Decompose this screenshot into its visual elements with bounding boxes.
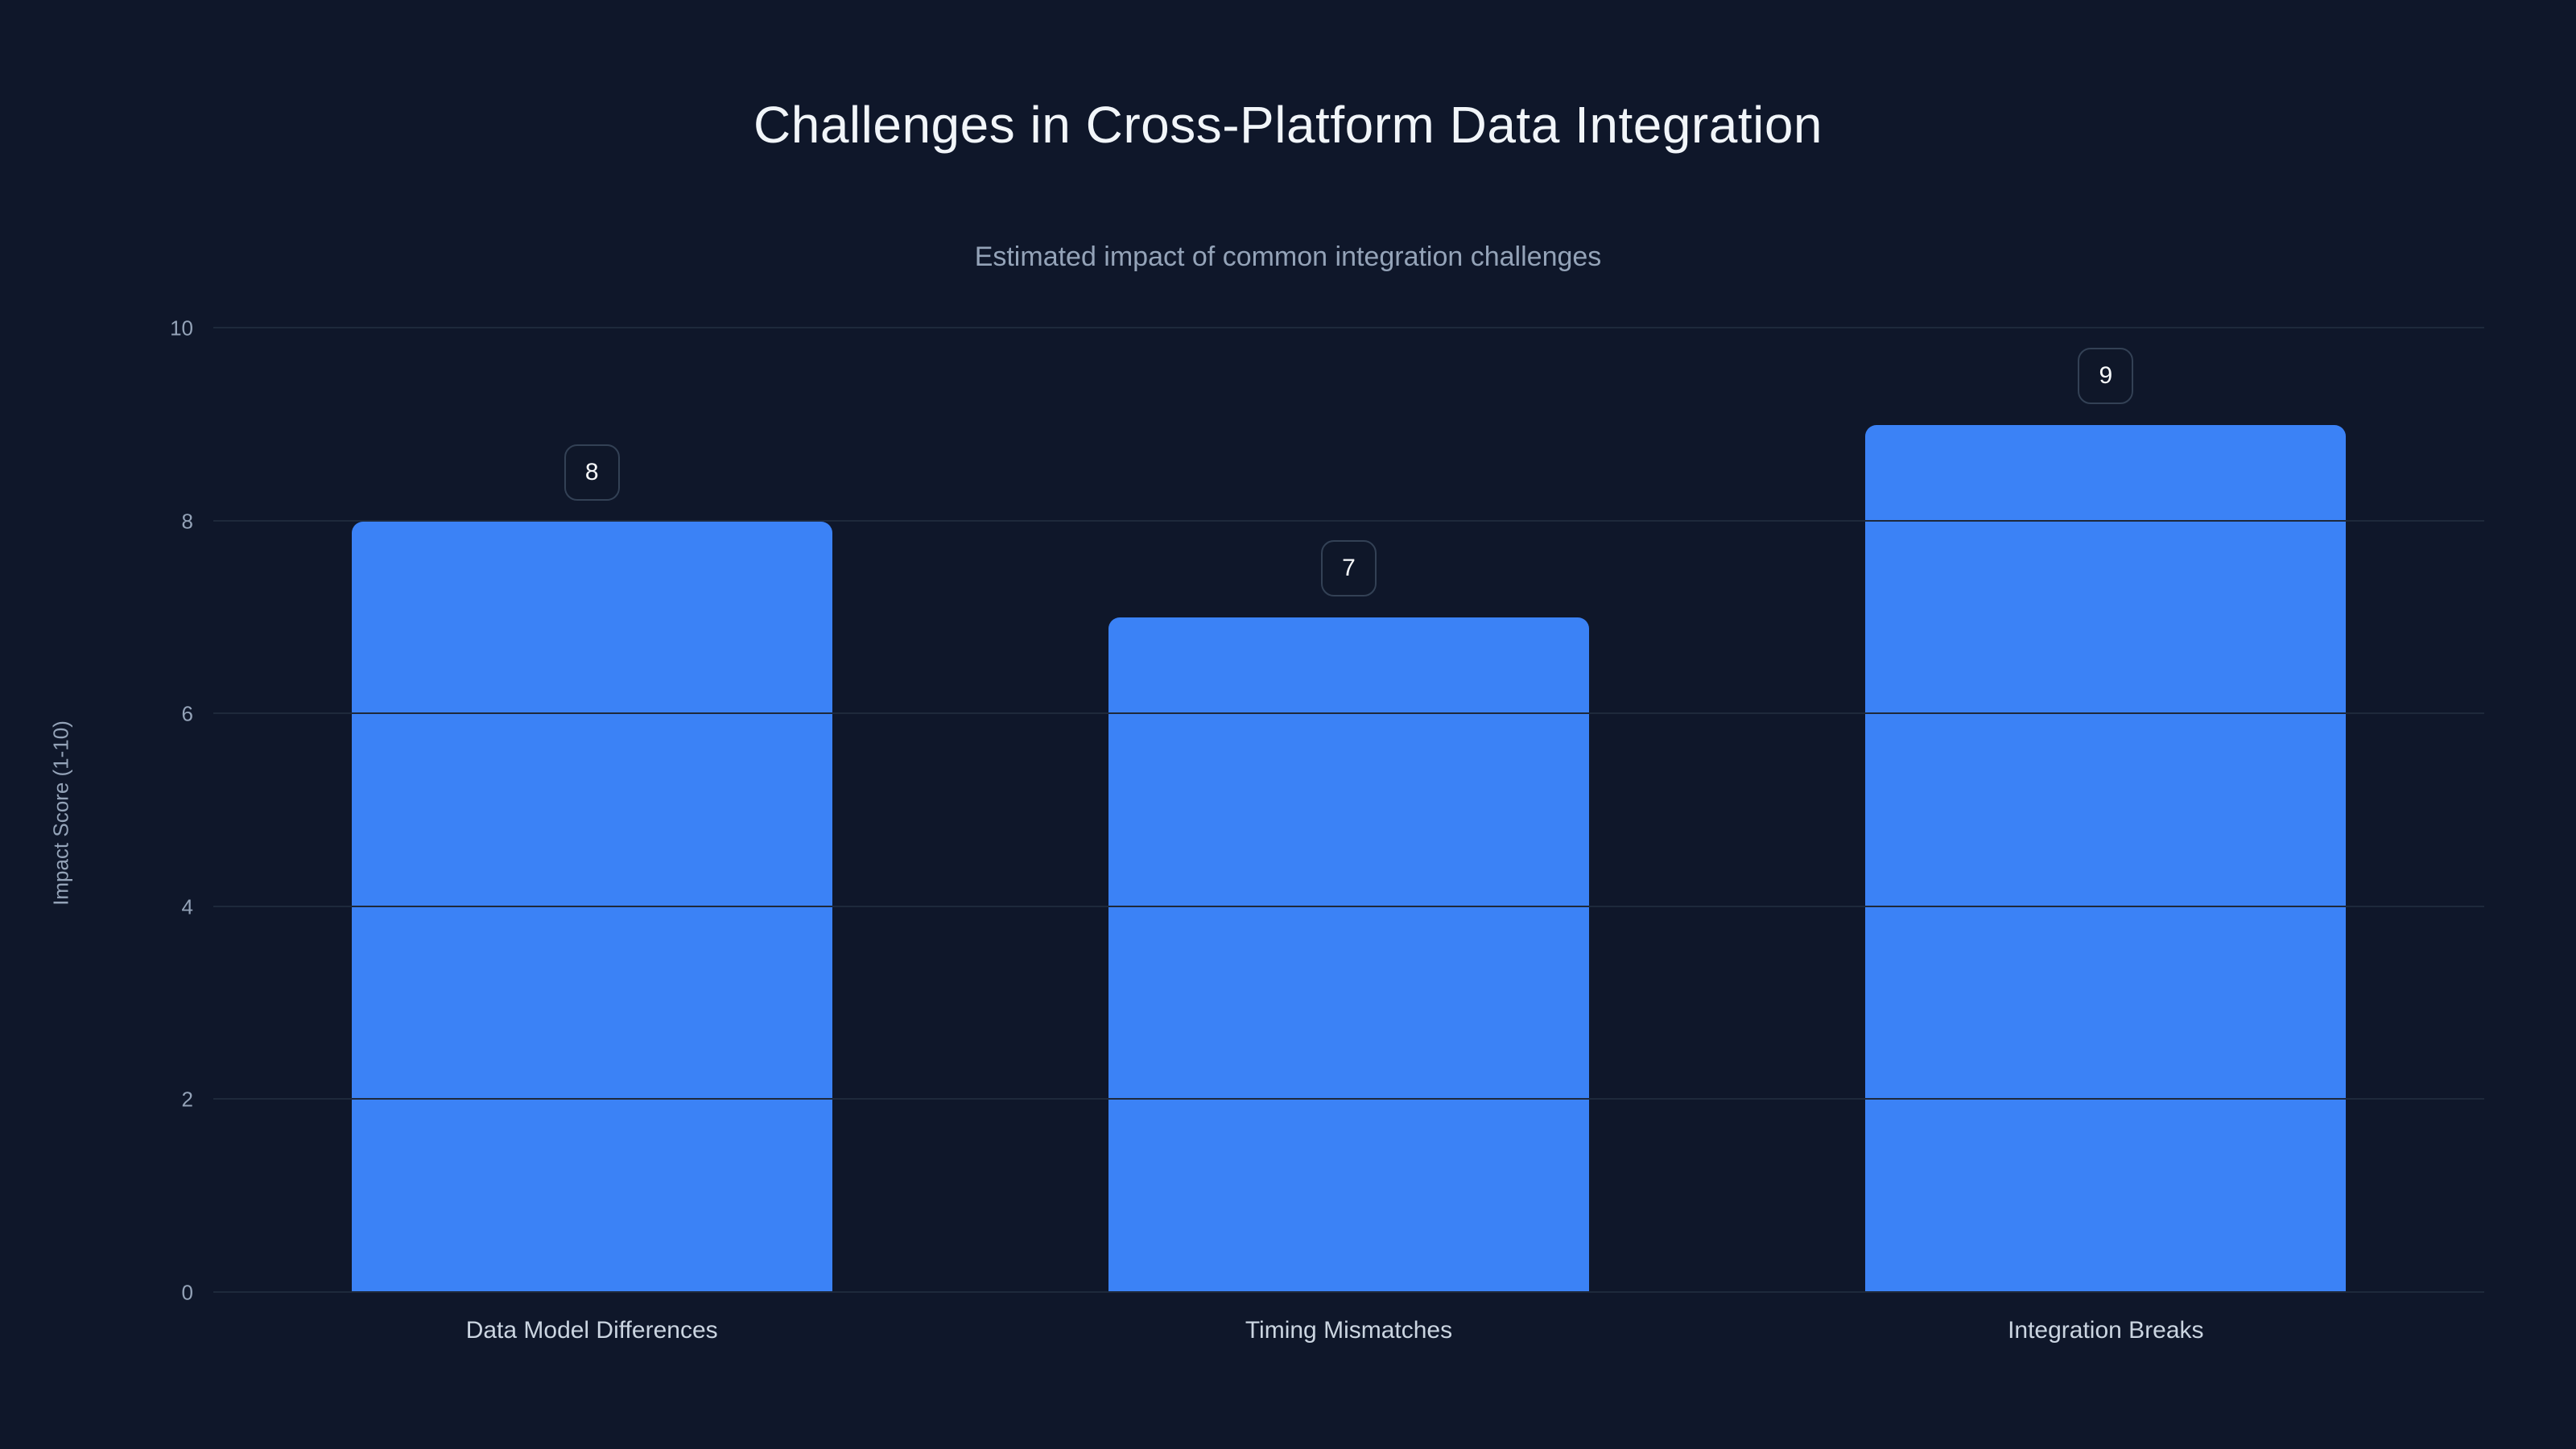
chart-subtitle: Estimated impact of common integration c… (974, 242, 1602, 272)
category-label: Integration Breaks (2008, 1317, 2204, 1344)
y-tick-label: 8 (181, 509, 193, 534)
gridline (213, 712, 2484, 715)
y-axis-ticks: 0 2 4 6 8 10 (113, 316, 193, 1305)
x-axis-category-labels: Data Model Differences Timing Mismatches I… (213, 1317, 2484, 1344)
gridline (213, 905, 2484, 907)
category-label: Data Model Differences (465, 1317, 718, 1344)
y-tick-label: 0 (181, 1280, 193, 1305)
bar (1108, 617, 1590, 1293)
y-axis-label: Impact Score (1-10) (48, 720, 73, 906)
category-label: Timing Mismatches (1245, 1317, 1453, 1344)
y-tick-label: 2 (181, 1087, 193, 1112)
bar-column: 9 (1728, 328, 2484, 1293)
chart-title: Challenges in Cross-Platform Data Integr… (753, 96, 1823, 154)
y-tick-label: 4 (181, 894, 193, 919)
bars-container: 8 7 9 (213, 328, 2484, 1293)
bar-column: 7 (970, 328, 1727, 1293)
bar (1865, 424, 2347, 1293)
value-badge: 7 (1321, 540, 1377, 597)
value-badge: 9 (2078, 347, 2134, 404)
gridline (213, 327, 2484, 328)
value-badge: 8 (564, 444, 620, 501)
plot-area: 8 7 9 (213, 327, 2484, 1293)
bar-column: 8 (213, 328, 970, 1293)
gridline (213, 1098, 2484, 1100)
gridline (213, 519, 2484, 522)
y-tick-label: 6 (181, 701, 193, 726)
y-tick-label: 10 (170, 316, 193, 341)
gridline (213, 1291, 2484, 1293)
